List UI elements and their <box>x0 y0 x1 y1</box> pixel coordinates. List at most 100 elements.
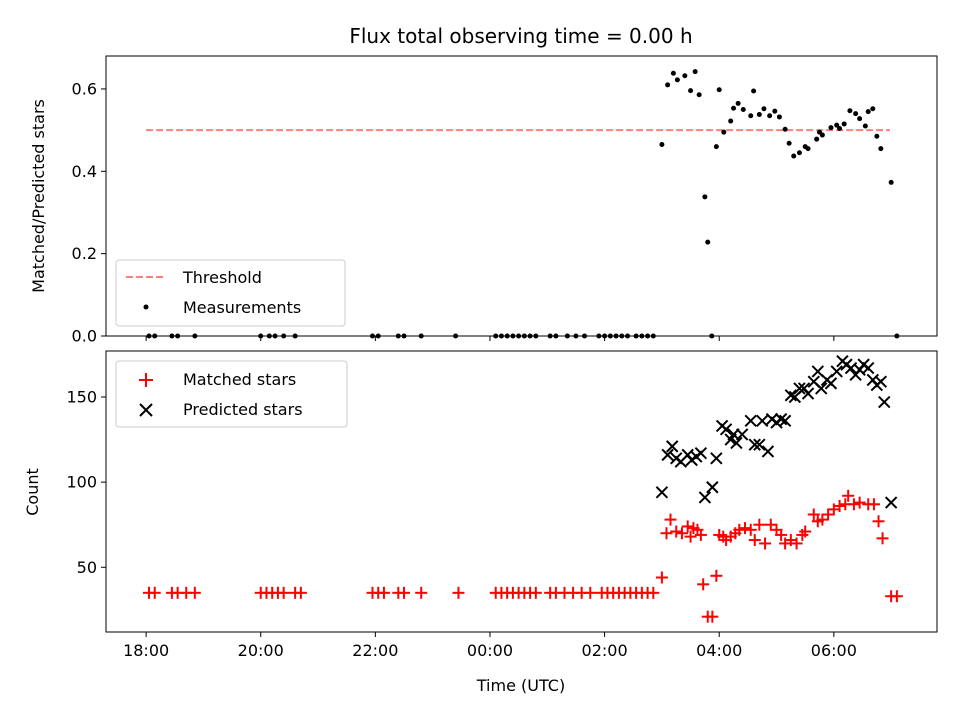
measurement-point <box>805 146 811 152</box>
legend-measurements-label: Measurements <box>183 298 301 317</box>
matched-stars-point <box>681 520 694 533</box>
matched-stars-point <box>664 513 677 526</box>
matched-stars-point <box>790 537 803 550</box>
matched-stars-point <box>876 532 889 545</box>
matched-stars-point <box>452 586 465 599</box>
predicted-stars-point <box>735 428 749 441</box>
matched-stars-point <box>294 586 307 599</box>
predicted-stars-point-b <box>698 491 712 504</box>
matched-stars-point <box>694 528 707 541</box>
measurement-point <box>761 106 767 112</box>
matched-stars-point <box>655 571 668 584</box>
predicted-stars-point <box>784 389 798 402</box>
ratio-y-tick-label: 0.4 <box>72 162 97 181</box>
predicted-stars-point-b <box>884 496 898 509</box>
predicted-stars-point-b <box>655 486 669 499</box>
predicted-stars-point-b <box>719 423 733 436</box>
measurement-point <box>857 116 863 122</box>
matched-stars-point <box>890 590 903 603</box>
bottom-axes-frame <box>105 350 938 633</box>
count-y-tick-label: 150 <box>66 387 97 406</box>
predicted-stars-point-b <box>735 428 749 441</box>
top-axes-frame <box>105 55 938 337</box>
matched-stars-point <box>748 534 761 547</box>
measurement-point <box>659 142 665 148</box>
matched-stars-point <box>744 523 757 536</box>
measurement-point <box>782 126 788 132</box>
predicted-stars-point <box>878 395 891 409</box>
predicted-stars-point-b <box>755 414 769 428</box>
top-panel: 0.0 0.2 0.4 0.6 Matched/Predicted stars Thr… <box>29 55 938 346</box>
measurement-point <box>853 111 859 117</box>
measurement-point <box>728 118 734 124</box>
predicted-stars-point <box>744 414 757 428</box>
predicted-stars-point <box>761 445 775 458</box>
x-tick-label: 04:00 <box>696 641 742 660</box>
predicted-stars-point <box>748 438 761 451</box>
measurement-point <box>692 69 698 75</box>
legend-matched-label: Matched stars <box>183 370 296 389</box>
matched-stars-point <box>867 498 880 511</box>
bottom-y-axis: 50 100 150 <box>66 387 106 577</box>
matched-stars-point <box>759 537 772 550</box>
matched-stars-point <box>872 515 885 528</box>
top-legend: Threshold Measurements <box>115 259 346 327</box>
predicted-stars-point <box>655 486 669 499</box>
measurement-point <box>834 122 840 128</box>
matched-stars-point <box>822 508 835 521</box>
top-y-axis-label: Matched/Predicted stars <box>29 99 48 293</box>
matched-stars-point <box>377 586 390 599</box>
predicted-stars-point <box>666 440 679 453</box>
predicted-stars-point <box>661 448 674 462</box>
predicted-stars-point-b <box>730 436 743 450</box>
measurement-point <box>828 125 834 131</box>
predicted-stars-point <box>778 414 792 428</box>
matched-stars-point <box>706 610 719 623</box>
bottom-x-axis: 18:00 20:00 22:00 00:00 02:00 04:00 06:00 <box>123 632 857 660</box>
predicted-stars-point-b <box>815 382 828 395</box>
matched-stars-point <box>799 525 812 538</box>
legend-measurements-swatch <box>143 304 149 310</box>
matched-stars-point <box>753 518 766 531</box>
top-x-axis-ticks <box>145 336 835 341</box>
predicted-stars-point <box>824 377 838 390</box>
predicted-stars-point-b <box>824 377 838 390</box>
measurement-point <box>688 88 694 94</box>
measurement-point <box>767 113 773 119</box>
measurement-point <box>751 88 757 94</box>
legend-matched-swatch <box>139 373 153 387</box>
legend-predicted-label: Predicted stars <box>183 400 303 419</box>
measurement-point <box>702 194 708 200</box>
measurement-point <box>772 108 778 114</box>
predicted-stars-point-b <box>778 414 792 428</box>
x-tick-label: 20:00 <box>238 641 284 660</box>
predicted-stars-point <box>719 423 733 436</box>
matched-stars-point <box>764 518 777 531</box>
measurement-point <box>888 179 894 185</box>
matched-stars-point <box>148 586 161 599</box>
measurement-point <box>674 77 680 83</box>
matched-stars-point <box>660 527 673 540</box>
predicted-stars-point-b <box>784 389 798 402</box>
predicted-stars-point <box>884 496 898 509</box>
predicted-stars-point-b <box>878 395 891 409</box>
x-tick-label: 18:00 <box>123 641 169 660</box>
x-axis-label: Time (UTC) <box>476 676 565 695</box>
matched-stars-point <box>675 527 688 540</box>
matched-stars-point <box>710 569 723 582</box>
top-y-axis: 0.0 0.2 0.4 0.6 <box>72 79 106 346</box>
predicted-stars-point-b <box>793 382 806 395</box>
matched-stars-point <box>684 530 697 543</box>
matched-stars-point <box>853 496 866 509</box>
legend-threshold-label: Threshold <box>182 268 262 287</box>
predicted-stars-point <box>874 375 888 388</box>
measurement-point <box>862 123 868 129</box>
measurement-point <box>814 136 820 142</box>
x-tick-label: 06:00 <box>811 641 857 660</box>
matched-stars-point <box>733 523 746 536</box>
bottom-panel: 50 100 150 18:00 20:00 22:00 00:00 02:00 04:00 0… <box>23 350 938 695</box>
predicted-stars-point-b <box>706 481 719 494</box>
matched-stars-point <box>775 528 788 541</box>
x-tick-label: 00:00 <box>467 641 513 660</box>
